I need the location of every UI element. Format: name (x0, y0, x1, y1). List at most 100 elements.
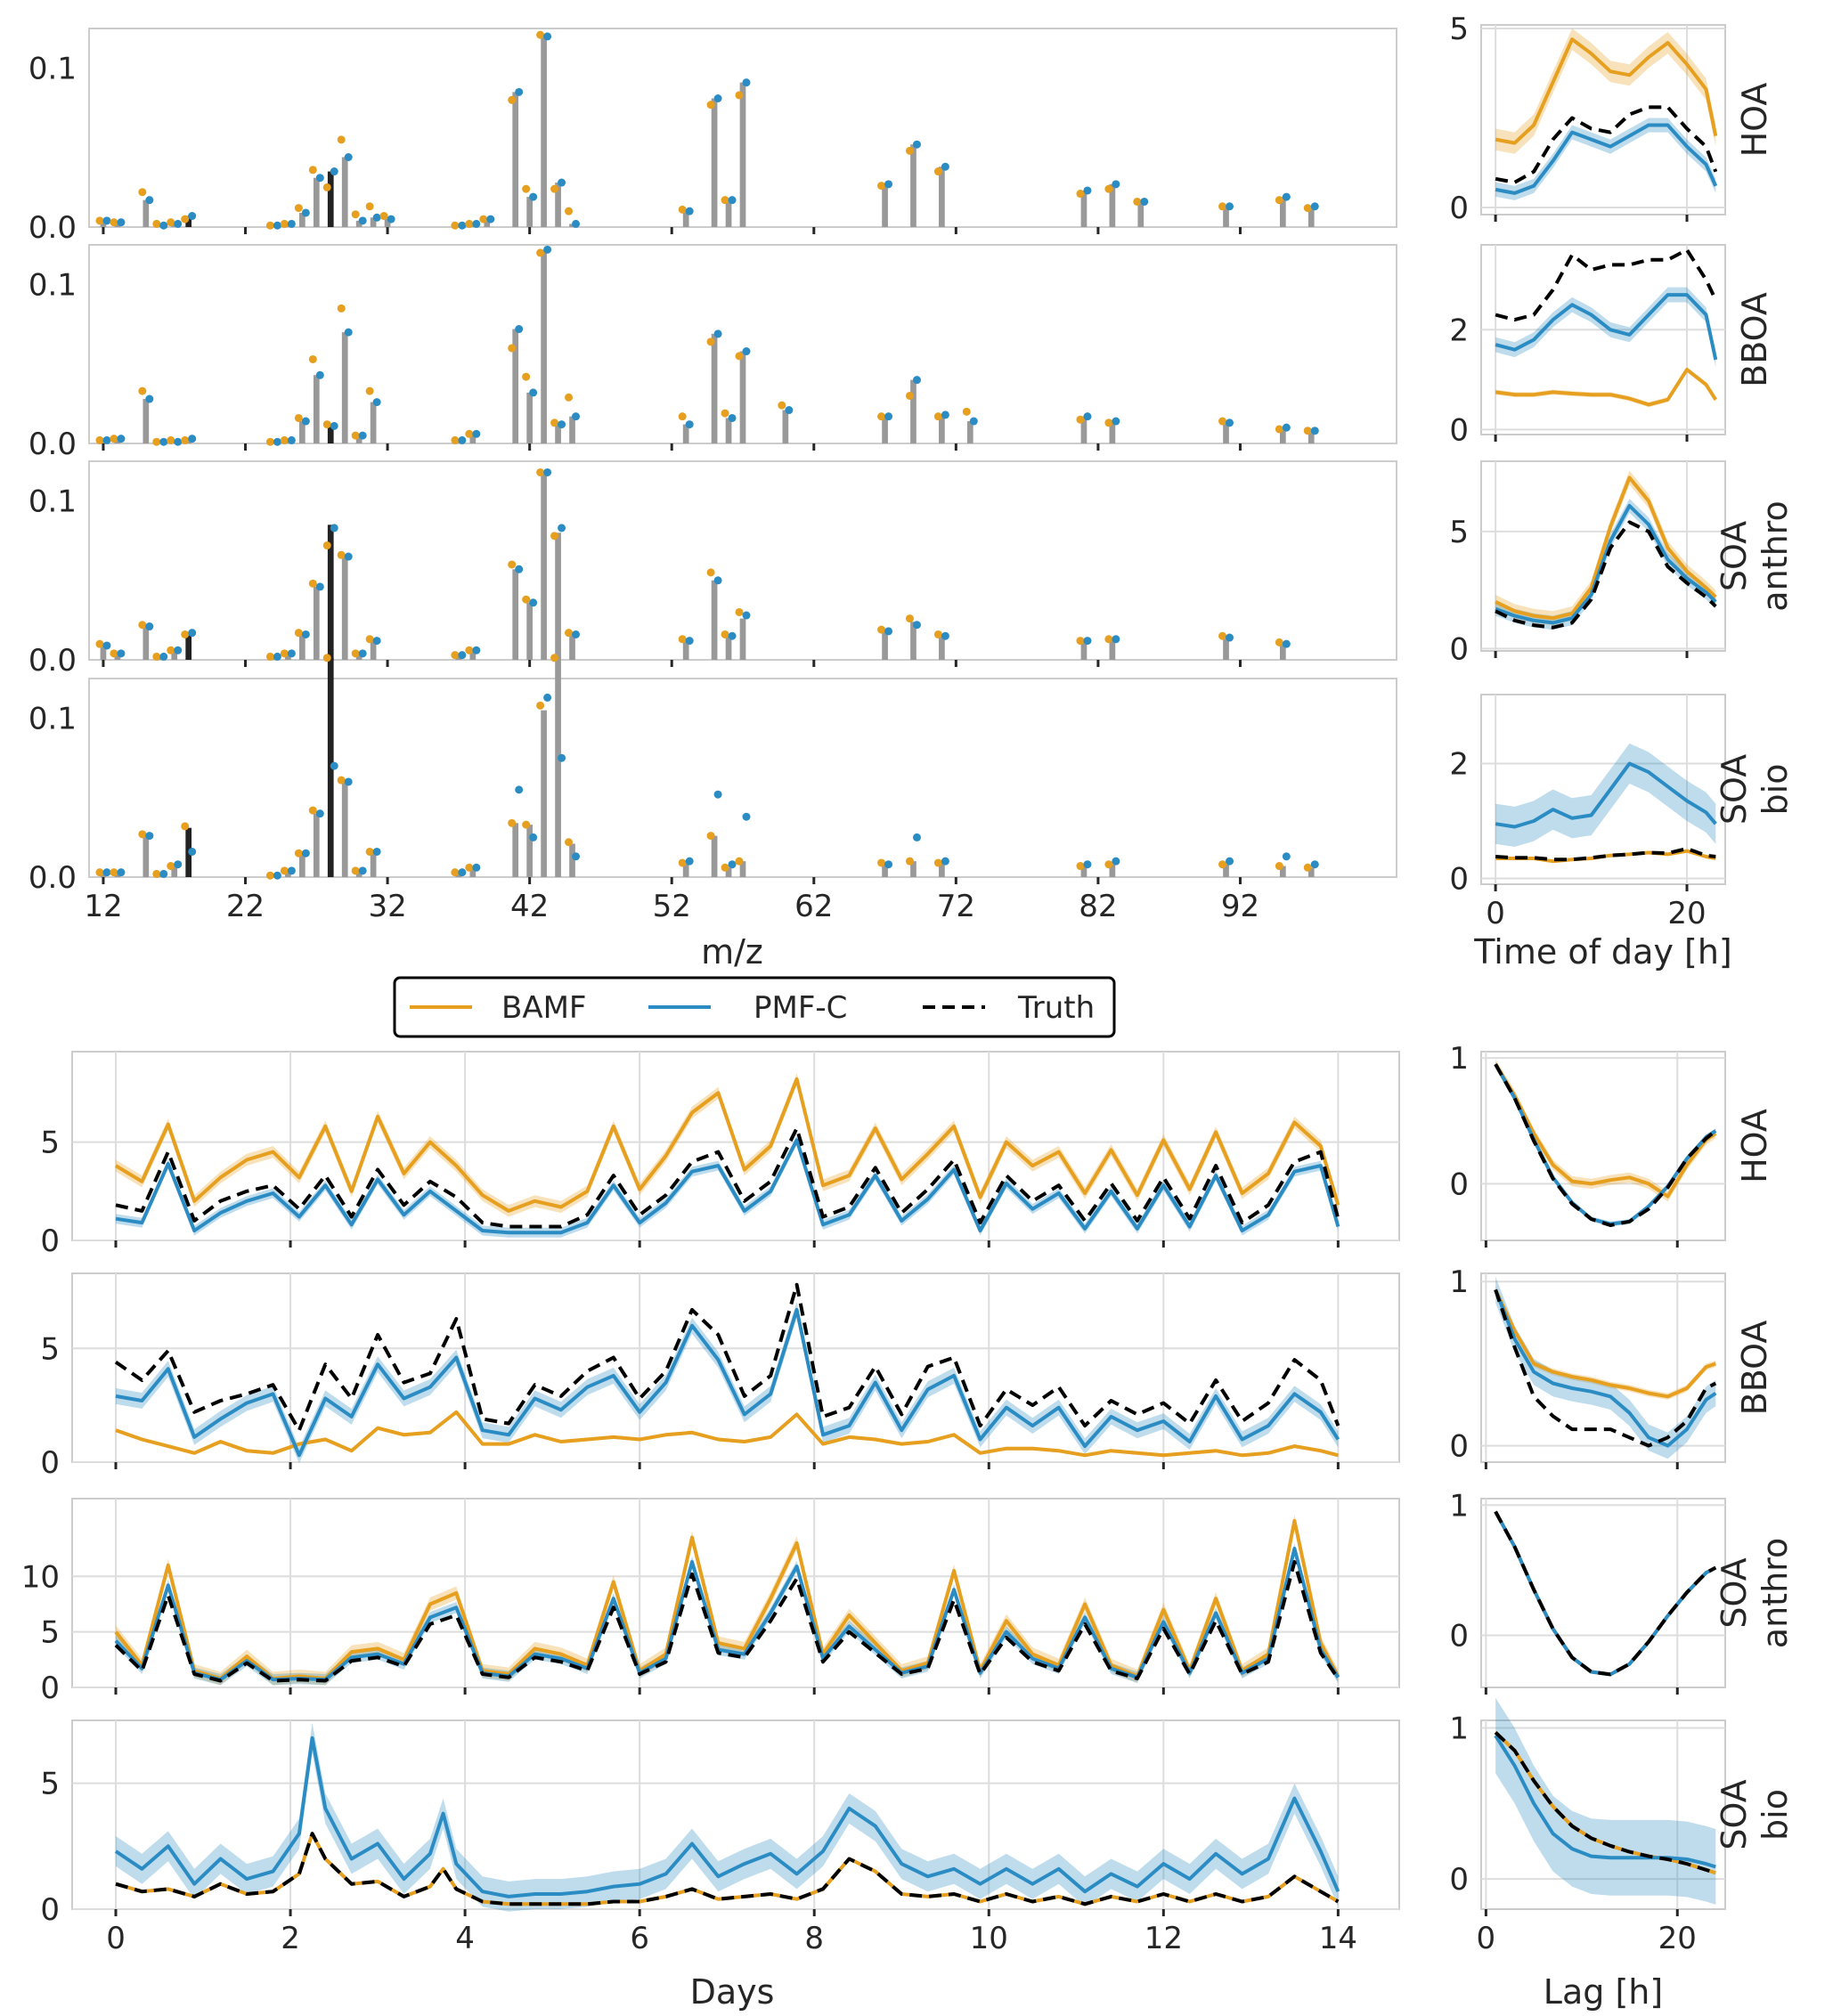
pmfc-point (372, 637, 381, 646)
y-tick-label: 0 (1449, 1167, 1469, 1202)
autocorrelation-panel-1: 0 1 BBOA (1449, 1264, 1774, 1469)
bamf-point (451, 435, 460, 444)
pmfc-point (145, 394, 154, 403)
bamf-point (678, 858, 687, 867)
truth-bar (882, 416, 888, 443)
bamf-point (905, 614, 914, 623)
bamf-point (265, 437, 274, 446)
bamf-point (451, 651, 460, 660)
bamf-point (294, 413, 303, 422)
factor-label: SOA (1715, 754, 1754, 825)
panel-frame (1480, 1719, 1726, 1910)
bamf-band (1495, 1059, 1716, 1202)
truth-bar (114, 872, 121, 877)
truth-bar (555, 424, 561, 443)
pmfc-point (387, 215, 395, 224)
pmfc-point (159, 652, 168, 661)
legend: BAMF PMF-C Truth (393, 976, 1116, 1038)
truth-bar (1080, 640, 1087, 660)
pmfc-point (1226, 857, 1234, 866)
truth-line (1494, 1288, 1717, 1448)
bamf-point (1104, 184, 1113, 193)
truth-bar (939, 636, 945, 660)
truth-bar (569, 634, 575, 660)
pmfc-point (543, 467, 552, 476)
bamf-point (110, 218, 118, 227)
pmfc-line (1494, 1288, 1717, 1448)
y-tick-label: 10 (21, 1559, 60, 1595)
bamf-point (905, 857, 914, 866)
bamf-point (351, 431, 360, 440)
x-tick-label: 10 (970, 1921, 1008, 1956)
bamf-point (550, 654, 559, 663)
pmfc-point (344, 328, 353, 337)
bamf-point (1218, 631, 1227, 640)
truth-bar (384, 219, 391, 227)
y-tick-label: 0 (1449, 1862, 1469, 1898)
bamf-point (1218, 417, 1227, 426)
x-tick-label: 42 (510, 889, 549, 924)
bamf-point (365, 386, 374, 395)
bamf-point (265, 871, 274, 880)
pmfc-point (344, 552, 353, 561)
bamf-point (1275, 425, 1283, 434)
bamf-point (1303, 204, 1312, 213)
bamf-point (565, 207, 574, 215)
truth-bar (739, 351, 746, 443)
bamf-point (308, 354, 317, 363)
pmfc-point (358, 649, 367, 658)
bamf-point (1076, 415, 1085, 424)
bamf-point (536, 30, 545, 39)
bamf-point (933, 167, 942, 176)
factor-label: bio (1755, 764, 1795, 816)
truth-bar (185, 632, 192, 660)
bamf-line (114, 1077, 1340, 1213)
bamf-point (308, 806, 317, 815)
pmfc-point (728, 860, 737, 869)
pmfc-point (713, 329, 722, 338)
truth-bar (711, 580, 718, 660)
pmfc-point (145, 622, 154, 631)
truth-bar (711, 98, 718, 227)
factor-label: SOA (1715, 1779, 1754, 1849)
diurnal-cycles-panel-1: 0 2 BBOA (1449, 244, 1774, 448)
truth-bar (298, 212, 305, 227)
bamf-point (351, 210, 360, 219)
pmfc-point (372, 847, 381, 856)
pmfc-point (315, 370, 324, 379)
pmfc-point (486, 215, 495, 224)
truth-bar (114, 222, 121, 227)
bamf-point (181, 435, 190, 444)
truth-bar (1279, 866, 1286, 877)
truth-bar (555, 183, 561, 227)
pmfc-point (1083, 860, 1092, 869)
truth-bar (711, 333, 718, 443)
bamf-point (735, 607, 744, 616)
bamf-line (1495, 476, 1717, 621)
truth-bar (882, 862, 888, 877)
truth-bar (355, 220, 362, 227)
y-tick-label: 0 (40, 1445, 60, 1481)
pmfc-point (728, 413, 737, 422)
bamf-point (265, 652, 274, 661)
pmfc-point (472, 429, 481, 438)
bamf-point (294, 629, 303, 638)
truth-bar (526, 825, 534, 877)
bamf-point (322, 654, 331, 663)
truth-bar (939, 414, 945, 443)
truth-bar (555, 654, 561, 877)
pmfc-point (1310, 427, 1319, 435)
bamf-point (337, 776, 346, 784)
bamf-point (95, 639, 104, 648)
spectrum-panel-0: 0.0 0.1 (29, 28, 1397, 246)
bamf-point (181, 630, 190, 638)
y-tick-label: 1 (1449, 1488, 1469, 1524)
bamf-point (152, 869, 161, 878)
truth-bar (555, 532, 561, 660)
bamf-point (877, 412, 886, 421)
bamf-point (1303, 863, 1312, 872)
bamf-point (933, 412, 942, 421)
timeseries-xlabel: Days (690, 1972, 775, 2012)
bamf-point (905, 146, 914, 155)
bamf-point (280, 435, 289, 444)
